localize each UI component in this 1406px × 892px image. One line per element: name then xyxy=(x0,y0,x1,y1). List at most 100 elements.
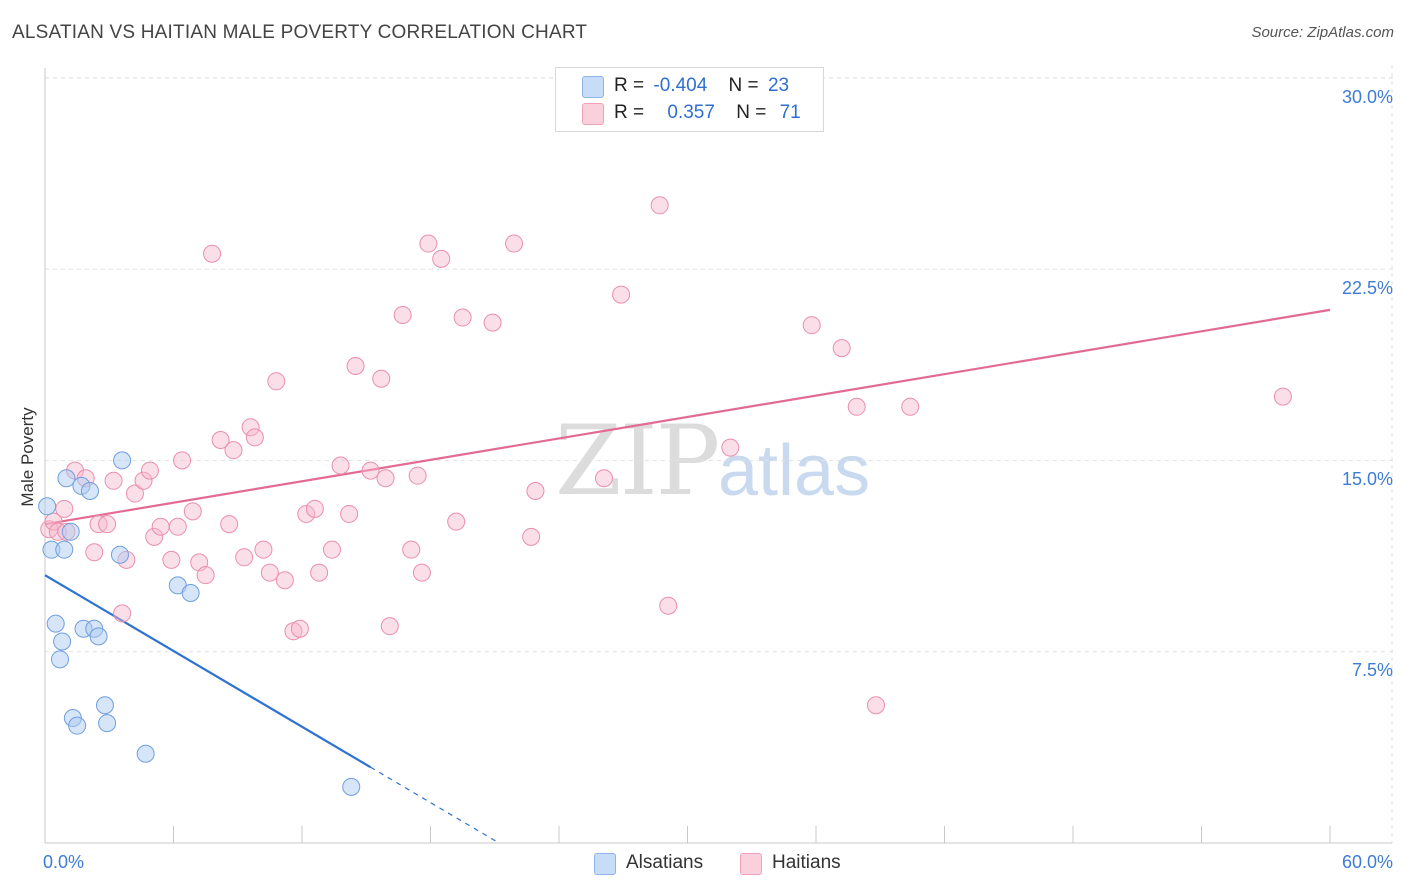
haitians-point xyxy=(866,696,885,715)
bottom-legend-swatch-alsatians xyxy=(594,853,616,875)
haitians-point xyxy=(98,515,117,534)
legend-swatch-alsatians xyxy=(582,76,604,98)
haitians-point xyxy=(267,372,286,391)
haitians-point xyxy=(104,471,123,490)
haitians-point xyxy=(847,397,866,416)
haitians-point xyxy=(331,456,350,475)
haitians-point xyxy=(412,563,431,582)
alsatians-point xyxy=(80,481,99,500)
correlation-legend: R = -0.404 N = 23 R = 0.357 N = 71 xyxy=(555,67,824,132)
haitians-point xyxy=(310,563,329,582)
watermark-zip: ZIP xyxy=(555,405,720,517)
watermark-atlas: atlas xyxy=(718,431,871,511)
haitians-point xyxy=(183,502,202,521)
haitians-point xyxy=(432,249,451,268)
haitians-point xyxy=(380,617,399,636)
x-tick-label: 0.0% xyxy=(43,852,85,872)
haitians-point xyxy=(483,313,502,332)
legend-row-haitians: R = 0.357 N = 71 xyxy=(614,102,801,126)
haitians-point xyxy=(305,499,324,518)
alsatians-point xyxy=(53,632,72,651)
haitians-point xyxy=(245,428,264,447)
haitians-point xyxy=(612,285,631,304)
haitians-point xyxy=(220,515,239,534)
alsatians-point xyxy=(342,777,361,796)
alsatians-point xyxy=(46,614,65,633)
haitians-point xyxy=(145,527,164,546)
grid-layer xyxy=(45,65,1395,843)
legend-row-alsatians: R = -0.404 N = 23 xyxy=(614,75,789,99)
haitians-point xyxy=(162,550,181,569)
alsatians-point xyxy=(50,650,69,669)
bottom-legend-swatch-haitians xyxy=(740,853,762,875)
haitians-point xyxy=(322,540,341,559)
haitians-point xyxy=(832,339,851,358)
haitians-point xyxy=(393,305,412,324)
haitians-point xyxy=(290,619,309,638)
haitians-point xyxy=(241,418,260,437)
legend-swatch-haitians xyxy=(582,103,604,125)
x-tick-label: 60.0% xyxy=(1341,852,1393,872)
legend-n-value: 71 xyxy=(779,102,801,123)
axis-layer xyxy=(44,68,1392,844)
haitians-point xyxy=(721,438,740,457)
haitians-point xyxy=(275,571,294,590)
alsatians-point xyxy=(110,545,129,564)
haitians-point xyxy=(522,527,541,546)
haitians-point xyxy=(211,430,230,449)
haitians-point xyxy=(340,504,359,523)
haitians-point xyxy=(173,451,192,470)
legend-r-label: R = xyxy=(614,102,645,123)
y-tick-label: 22.5% xyxy=(1341,278,1393,298)
y-axis-label: Male Poverty xyxy=(18,407,37,507)
haitians-trend-line xyxy=(44,308,1331,526)
haitians-point xyxy=(408,466,427,485)
haitians-point xyxy=(55,499,74,518)
haitians-point xyxy=(419,234,438,253)
haitians-point xyxy=(361,461,380,480)
haitians-point xyxy=(235,548,254,567)
haitians-point xyxy=(650,196,669,215)
alsatians-point xyxy=(57,469,76,488)
y-tick-label: 7.5% xyxy=(1351,660,1393,680)
bottom-legend-label-alsatians: Alsatians xyxy=(626,852,704,873)
haitians-point xyxy=(44,512,63,531)
alsatians-point xyxy=(98,714,117,733)
legend-r-value: 0.357 xyxy=(667,102,715,123)
haitians-point xyxy=(168,517,187,536)
bottom-legend-label-haitians: Haitians xyxy=(772,852,841,873)
legend-r-value: -0.404 xyxy=(653,75,708,96)
legend-r-label: R = xyxy=(614,75,645,96)
alsatians-point xyxy=(89,627,108,646)
haitians-point xyxy=(140,461,159,480)
haitians-point xyxy=(372,369,391,388)
y-tick-label: 15.0% xyxy=(1341,469,1393,489)
haitians-point xyxy=(134,471,153,490)
alsatians-point xyxy=(136,744,155,763)
alsatians-point xyxy=(113,451,132,470)
haitians-point xyxy=(151,517,170,536)
chart-title: ALSATIAN VS HAITIAN MALE POVERTY CORRELA… xyxy=(12,22,588,43)
source-label: Source: ZipAtlas.com xyxy=(1251,24,1394,41)
haitians-point xyxy=(802,316,821,335)
haitians-point xyxy=(346,356,365,375)
haitians-point xyxy=(402,540,421,559)
haitians-point xyxy=(113,604,132,623)
haitians-point xyxy=(594,469,613,488)
legend-n-label: N = xyxy=(728,75,759,96)
haitians-point xyxy=(125,484,144,503)
alsatians-point xyxy=(61,522,80,541)
alsatians-trend-line xyxy=(44,574,372,769)
haitians-point xyxy=(447,512,466,531)
haitians-point xyxy=(85,543,104,562)
trend-layer xyxy=(44,308,1331,844)
haitians-point xyxy=(203,244,222,263)
alsatians-point xyxy=(38,497,57,516)
haitians-point xyxy=(1273,387,1292,406)
y-tick-label: 30.0% xyxy=(1341,87,1393,107)
legend-n-label: N = xyxy=(736,102,767,123)
alsatians-point xyxy=(68,716,87,735)
haitians-point xyxy=(224,441,243,460)
alsatians-point xyxy=(181,584,200,603)
points-layer xyxy=(38,94,1292,796)
